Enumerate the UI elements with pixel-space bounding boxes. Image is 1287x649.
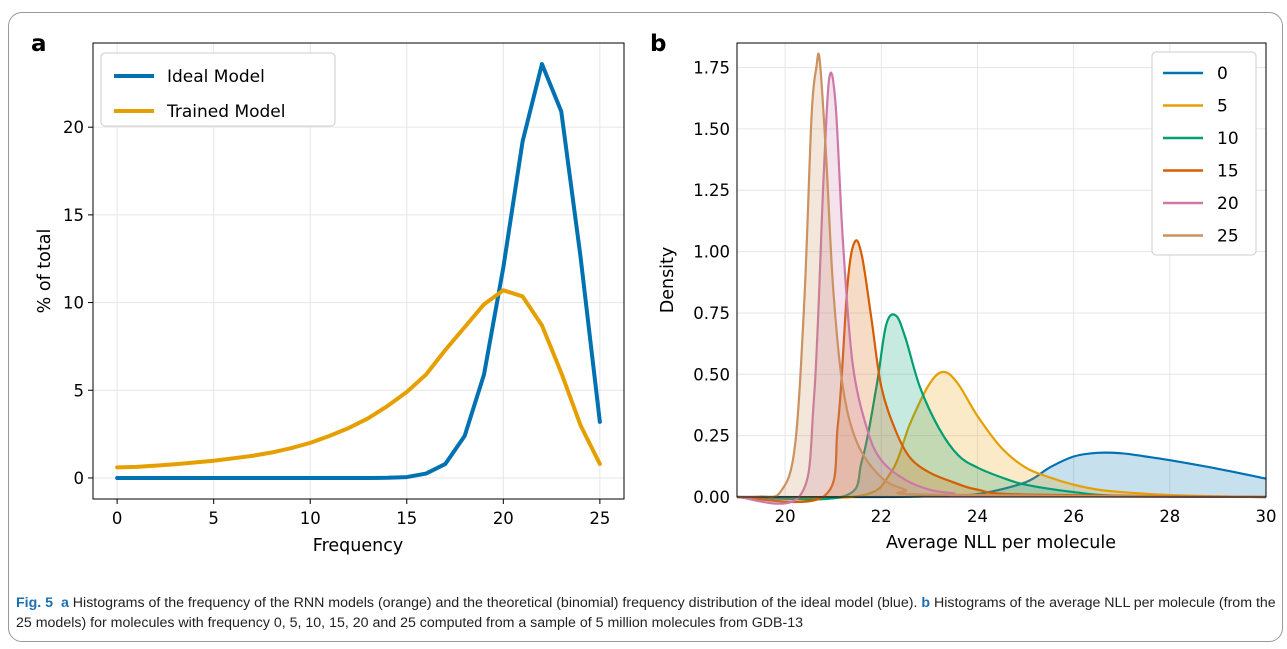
caption-part-a: Histograms of the frequency of the RNN m… — [72, 595, 918, 611]
panel-a-xtick-label: 15 — [396, 509, 417, 528]
panel-b-xtick-label: 22 — [871, 507, 892, 526]
panel-b: b 20 22 24 26 28 30 0.00 0.25 0.50 0.75 1.00 1.25 1… — [650, 31, 1277, 553]
caption-part-b: Histograms of the average NLL per molecu… — [16, 595, 1276, 631]
figure-caption: Fig. 5 a Histograms of the frequency of … — [16, 594, 1281, 633]
panel-a-yticks: 0 5 10 15 20 — [63, 118, 93, 488]
panel-b-xlabel: Average NLL per molecule — [886, 533, 1116, 553]
panel-b-ytick-label: 1.75 — [693, 59, 730, 78]
panel-b-legend: 0 5 10 15 20 25 — [1151, 51, 1257, 256]
panel-b-ytick-label: 1.00 — [693, 243, 730, 262]
panel-a-xtick-label: 10 — [300, 509, 321, 528]
panel-a-xlabel: Frequency — [313, 536, 403, 556]
panel-b-series-line-3 — [736, 313, 1267, 501]
panel-b-legend-label: 5 — [1217, 97, 1228, 117]
panel-b-xticks: 20 22 24 26 28 30 — [775, 507, 1277, 526]
panel-b-series-area-1 — [737, 452, 1266, 498]
panel-b-ytick-label: 0.25 — [693, 427, 730, 446]
panel-b-ylabel: Density — [658, 247, 678, 314]
panel-a-legend-label: Ideal Model — [167, 67, 265, 87]
panel-b-legend-label: 20 — [1217, 194, 1239, 214]
panel-b-series — [736, 52, 1267, 505]
caption-fig-label: Fig. 5 — [16, 595, 54, 611]
panel-b-series-area-3 — [737, 314, 1266, 500]
panel-b-xtick-label: 30 — [1256, 507, 1277, 526]
panel-a-ytick-label: 15 — [63, 206, 84, 225]
panel-b-ytick-label: 0.00 — [693, 488, 730, 507]
caption-a-label: a — [60, 595, 69, 611]
panel-b-letter: b — [650, 31, 666, 57]
panel-b-ytick-label: 1.25 — [693, 181, 730, 200]
panel-a-series-line-2 — [115, 288, 602, 470]
panel-b-series-area-2 — [737, 371, 1266, 499]
panel-a: a 0 5 10 15 20 25 0 5 10 15 20 Frequency % of tot… — [31, 31, 625, 556]
panel-b-series-area-5 — [737, 72, 1266, 504]
panel-a-xtick-label: 0 — [112, 509, 123, 528]
caption-b-label: b — [921, 595, 931, 611]
panel-b-ytick-label: 1.50 — [693, 120, 730, 139]
panel-b-yticks: 0.00 0.25 0.50 0.75 1.00 1.25 1.50 1.75 — [693, 59, 730, 507]
panel-b-series-line-6 — [736, 52, 1267, 499]
panel-a-xticks: 0 5 10 15 20 25 — [112, 499, 610, 528]
panel-a-legend: Ideal Model Trained Model — [100, 52, 336, 127]
panel-a-ytick-label: 10 — [63, 294, 84, 313]
panel-a-series — [115, 62, 602, 480]
panel-b-legend-label: 10 — [1217, 129, 1239, 149]
panel-a-legend-label: Trained Model — [166, 102, 286, 122]
panel-a-xtick-label: 5 — [208, 509, 219, 528]
panel-b-plot-frame — [736, 42, 1267, 498]
panel-a-ytick-label: 0 — [74, 469, 85, 488]
panel-a-xtick-label: 25 — [589, 509, 610, 528]
panel-b-legend-label: 25 — [1217, 227, 1239, 247]
panel-a-series-line-1 — [115, 62, 602, 480]
panel-a-ytick-label: 5 — [74, 381, 85, 400]
figure-frame — [8, 12, 1283, 642]
panel-b-legend-box — [1151, 51, 1257, 256]
panel-a-letter: a — [31, 31, 47, 57]
panel-b-legend-label: 0 — [1217, 64, 1228, 84]
panel-b-xtick-label: 24 — [967, 507, 988, 526]
panel-b-series-line-5 — [736, 71, 1267, 505]
panel-b-xtick-label: 26 — [1063, 507, 1084, 526]
panel-a-ylabel: % of total — [35, 229, 55, 314]
panel-b-xtick-label: 28 — [1159, 507, 1180, 526]
panel-b-series-line-2 — [736, 370, 1267, 500]
panel-b-xtick-label: 20 — [775, 507, 796, 526]
panel-a-plot-frame — [92, 42, 625, 500]
panel-b-ytick-label: 0.75 — [693, 304, 730, 323]
panel-b-series-line-4 — [736, 239, 1267, 504]
panel-a-legend-box — [100, 52, 336, 127]
panel-a-grid — [93, 43, 624, 499]
panel-b-ytick-label: 0.50 — [693, 365, 730, 384]
panel-a-xtick-label: 20 — [493, 509, 514, 528]
panel-b-legend-label: 15 — [1217, 162, 1239, 182]
panel-a-ytick-label: 20 — [63, 118, 84, 137]
